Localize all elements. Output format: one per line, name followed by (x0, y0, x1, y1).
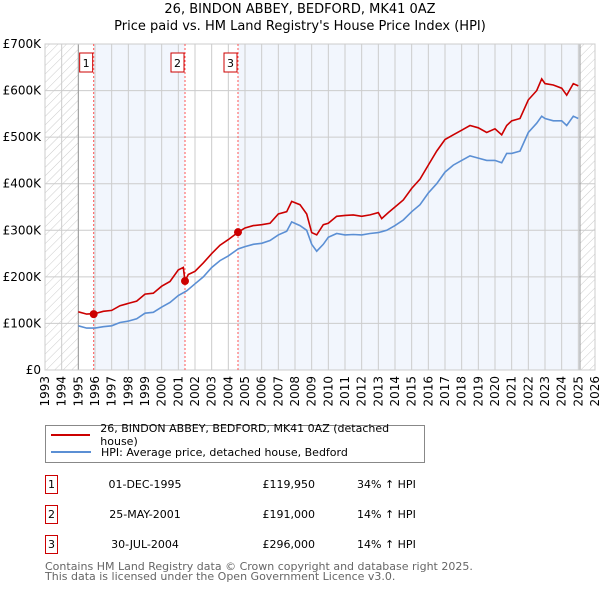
y-tick-label: £400K (3, 177, 43, 191)
sale-row: 3 30-JUL-2004 £296,000 14% ↑ HPI (45, 535, 465, 555)
sale-label: 1 (83, 57, 90, 70)
sale-row: 2 25-MAY-2001 £191,000 14% ↑ HPI (45, 505, 465, 525)
x-tick-label: 2005 (238, 376, 252, 407)
x-tick-label: 2012 (355, 376, 369, 407)
footer-licence: This data is licensed under the Open Gov… (45, 570, 396, 583)
y-tick-label: £500K (3, 130, 43, 144)
sale-point (89, 310, 98, 319)
x-tick-label: 2015 (405, 376, 419, 407)
shaded-band (93, 44, 185, 370)
x-tick-label: 2017 (438, 376, 452, 407)
sale-label-box (223, 52, 238, 73)
x-tick-label: 2025 (571, 376, 585, 407)
sale-marker-box: 2 (45, 505, 58, 524)
x-tick-label: 2007 (271, 376, 285, 407)
y-tick-label: £200K (3, 270, 43, 284)
x-tick-label: 2013 (371, 376, 385, 407)
x-tick-label: 1999 (138, 376, 152, 407)
legend-label-property: 26, BINDON ABBEY, BEDFORD, MK41 0AZ (det… (100, 422, 390, 448)
legend-label-hpi: HPI: Average price, detached house, Bedf… (101, 445, 348, 459)
x-tick-label: 2024 (555, 376, 569, 407)
x-tick-label: 2002 (188, 376, 202, 407)
x-tick-label: 2026 (588, 376, 600, 407)
sale-price: £191,000 (262, 508, 316, 521)
x-tick-label: 2000 (155, 376, 169, 407)
sale-hpi: 34% ↑ HPI (357, 478, 416, 491)
plot-frame (44, 43, 596, 371)
x-tick-label: 2004 (221, 376, 235, 407)
sale-price: £296,000 (262, 538, 316, 551)
x-tick-label: 2009 (305, 376, 319, 407)
x-tick-label: 2014 (388, 376, 402, 407)
x-tick-label: 2021 (505, 376, 519, 407)
x-tick-label: 2023 (538, 376, 552, 407)
sale-hpi: 14% ↑ HPI (357, 508, 416, 521)
x-tick-label: 1998 (121, 376, 135, 407)
x-tick-label: 1994 (55, 376, 69, 407)
sale-label-box (79, 52, 94, 73)
x-tick-label: 2020 (488, 376, 502, 407)
x-tick-label: 2018 (455, 376, 469, 407)
x-tick-label: 1993 (38, 376, 52, 407)
x-tick-label: 1996 (88, 376, 102, 407)
y-tick-label: £100K (3, 316, 43, 330)
sale-label: 3 (227, 57, 234, 70)
x-tick-label: 1995 (71, 376, 85, 407)
y-tick-label: £700K (3, 37, 43, 51)
hpi-line (78, 115, 579, 329)
x-tick-label: 2019 (471, 376, 485, 407)
property-price-line (78, 77, 579, 315)
x-tick-label: 2003 (205, 376, 219, 407)
x-tick-label: 2016 (421, 376, 435, 407)
sale-hpi: 14% ↑ HPI (357, 538, 416, 551)
sale-label-box (170, 52, 185, 73)
sale-date: 01-DEC-1995 (108, 478, 182, 491)
sale-point (181, 277, 189, 286)
no-data-hatch (580, 44, 595, 370)
chart-plot: 1993 1994 1995 1996 1997 1998 1999 2000 2001 2002… (3, 37, 600, 407)
sale-point (234, 228, 242, 237)
chart-subtitle: Price paid vs. HM Land Registry's House … (114, 19, 486, 34)
y-tick-label: £600K (3, 84, 43, 98)
sale-marker-box: 3 (45, 535, 58, 554)
sale-marker-box: 1 (45, 475, 58, 494)
legend-swatch-property (51, 434, 91, 436)
chart-title: 26, BINDON ABBEY, BEDFORD, MK41 0AZ (164, 2, 436, 17)
x-tick-label: 1997 (105, 376, 119, 407)
footer-copyright: Contains HM Land Registry data © Crown c… (45, 560, 473, 573)
x-tick-label: 2006 (255, 376, 269, 407)
x-tick-label: 2010 (321, 376, 335, 407)
x-tick-label: 2022 (521, 376, 535, 407)
x-tick-label: 2008 (288, 376, 302, 407)
y-tick-label: £300K (3, 223, 43, 237)
x-tick-label: 2001 (171, 376, 185, 407)
sale-price: £119,950 (262, 478, 316, 491)
legend-swatch-hpi (51, 451, 91, 453)
legend: 26, BINDON ABBEY, BEDFORD, MK41 0AZ (det… (45, 422, 425, 463)
y-tick-label: £0 (26, 363, 41, 377)
sale-label: 2 (174, 57, 181, 70)
sale-date: 25-MAY-2001 (109, 508, 181, 521)
sale-date: 30-JUL-2004 (111, 538, 179, 551)
x-tick-label: 2011 (338, 376, 352, 407)
sale-row: 1 01-DEC-1995 £119,950 34% ↑ HPI (45, 475, 465, 495)
